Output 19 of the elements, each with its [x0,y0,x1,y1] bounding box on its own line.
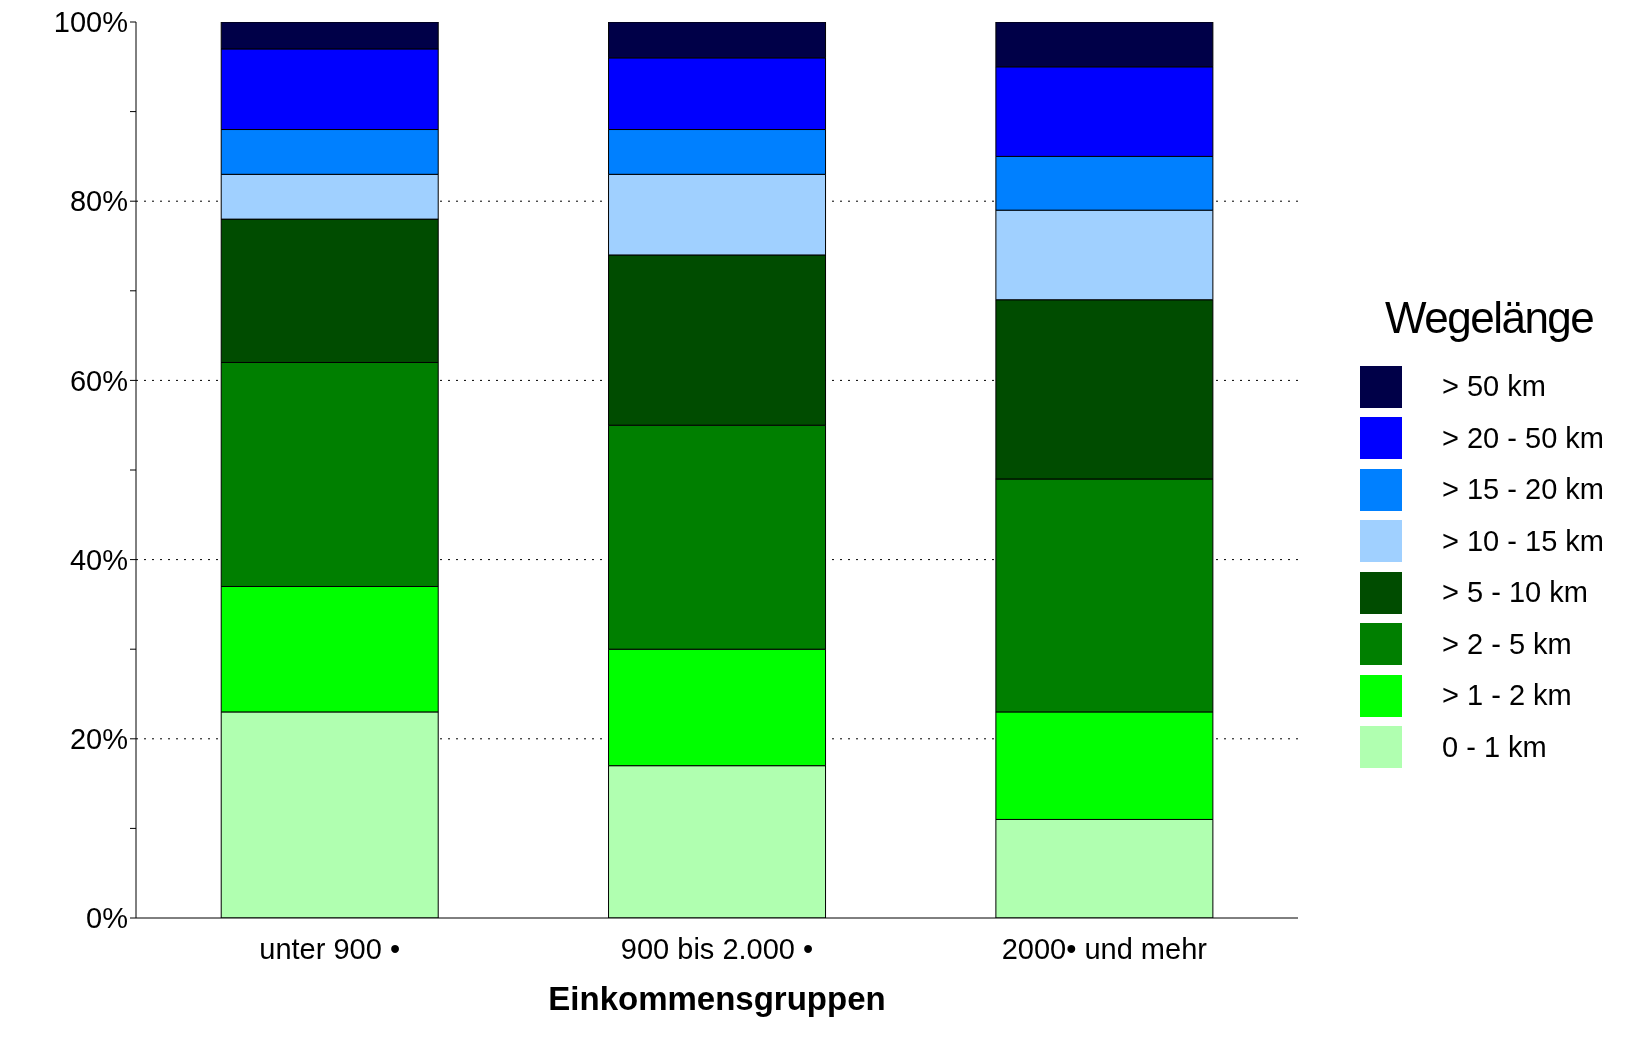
legend-label: > 50 km [1442,370,1546,404]
y-tick-label: 20% [69,723,128,756]
x-tick-label: unter 900 • [259,932,401,965]
legend-label: > 5 - 10 km [1442,576,1588,610]
x-tick-label: 2000• und mehr [1001,932,1208,965]
y-tick-label: 100% [53,6,128,39]
y-tick-label: 0% [86,902,128,935]
legend-label: > 10 - 15 km [1442,524,1604,558]
y-tick-label: 40% [69,543,128,576]
y-tick-label: 60% [69,364,128,397]
legend-label: 0 - 1 km [1442,730,1547,764]
legend-label: > 20 - 50 km [1442,421,1604,455]
legend-label: > 15 - 20 km [1442,473,1604,507]
x-tick-label: 900 bis 2.000 • [620,932,814,965]
legend-title: Wegelänge [1385,293,1595,343]
legend-label: > 1 - 2 km [1442,679,1572,713]
legend-label: > 2 - 5 km [1442,627,1572,661]
x-axis-title: Einkommensgruppen [548,980,886,1017]
y-tick-label: 80% [69,185,128,218]
